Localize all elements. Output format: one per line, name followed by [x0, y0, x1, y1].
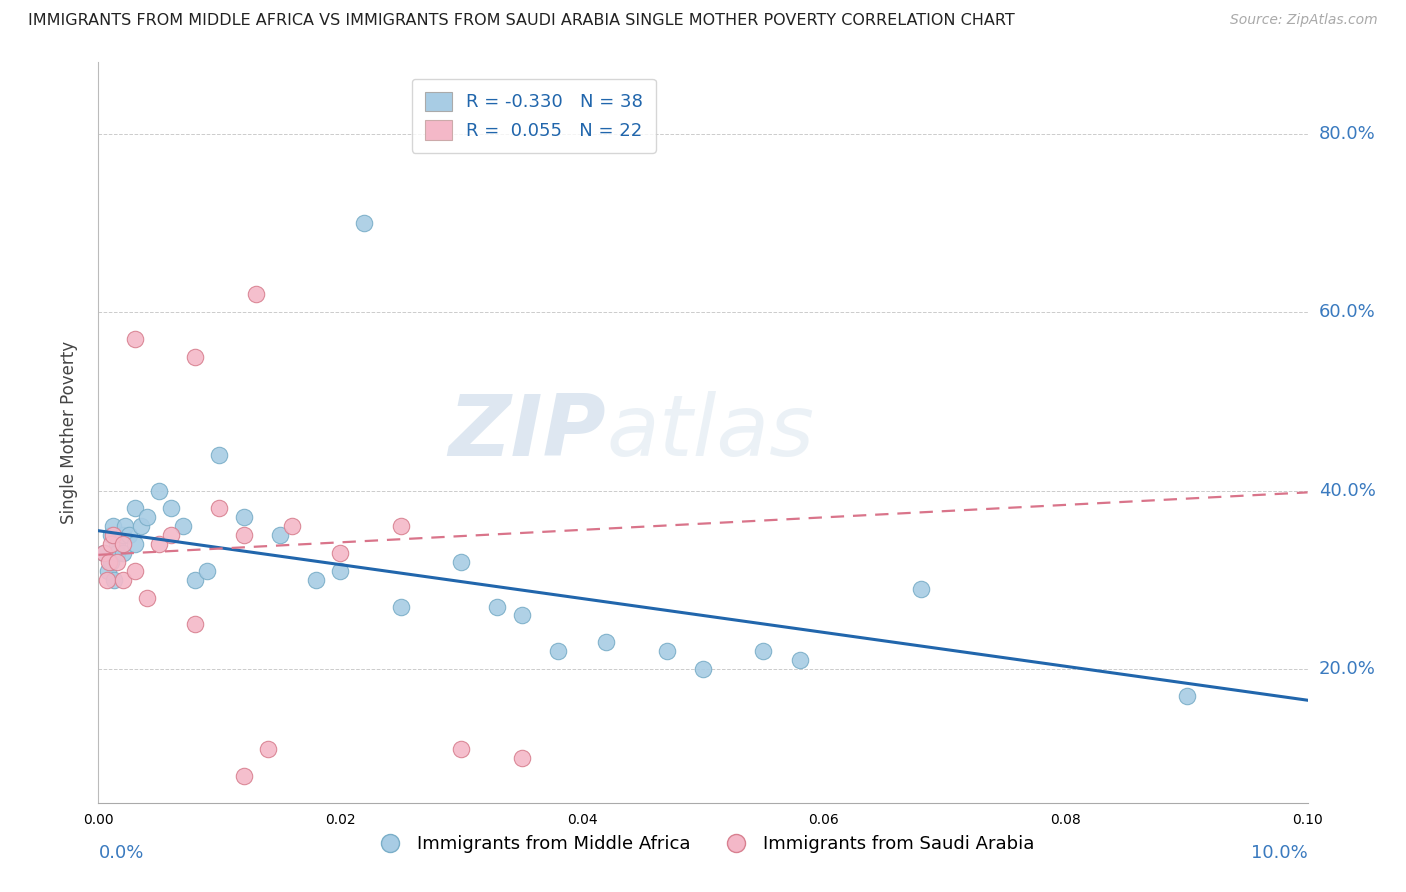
Point: [96, 573, 118, 587]
Point: [232, 510, 254, 524]
Point: [111, 546, 134, 560]
Text: IMMIGRANTS FROM MIDDLE AFRICA VS IMMIGRANTS FROM SAUDI ARABIA SINGLE MOTHER POVE: IMMIGRANTS FROM MIDDLE AFRICA VS IMMIGRA…: [28, 13, 1015, 29]
Point: [97, 564, 120, 578]
Point: [789, 653, 811, 667]
Point: [389, 519, 412, 533]
Point: [148, 483, 170, 498]
Point: [353, 216, 375, 230]
Point: [118, 528, 141, 542]
Text: 60.0%: 60.0%: [1319, 303, 1375, 321]
Point: [100, 537, 122, 551]
Text: Source: ZipAtlas.com: Source: ZipAtlas.com: [1230, 13, 1378, 28]
Text: 40.0%: 40.0%: [1319, 482, 1375, 500]
Point: [93, 546, 115, 560]
Point: [101, 528, 124, 542]
Point: [208, 501, 231, 516]
Point: [208, 448, 231, 462]
Point: [232, 528, 254, 542]
Point: [195, 564, 218, 578]
Point: [184, 617, 207, 632]
Point: [111, 573, 134, 587]
Point: [450, 742, 472, 756]
Point: [98, 555, 121, 569]
Text: 20.0%: 20.0%: [1319, 660, 1375, 678]
Point: [93, 546, 115, 560]
Point: [111, 528, 134, 542]
Point: [1175, 689, 1198, 703]
Point: [450, 555, 472, 569]
Point: [269, 528, 291, 542]
Point: [114, 519, 136, 533]
Point: [105, 537, 128, 551]
Point: [101, 519, 124, 533]
Point: [105, 555, 128, 569]
Point: [329, 564, 352, 578]
Point: [692, 662, 714, 676]
Text: 80.0%: 80.0%: [1319, 125, 1375, 143]
Point: [655, 644, 678, 658]
Point: [135, 510, 157, 524]
Text: 0.0%: 0.0%: [98, 845, 143, 863]
Point: [111, 537, 134, 551]
Point: [124, 501, 146, 516]
Point: [124, 564, 146, 578]
Point: [160, 501, 183, 516]
Text: ZIP: ZIP: [449, 391, 606, 475]
Point: [184, 573, 207, 587]
Point: [547, 644, 569, 658]
Point: [510, 751, 533, 765]
Point: [752, 644, 775, 658]
Y-axis label: Single Mother Poverty: Single Mother Poverty: [59, 341, 77, 524]
Point: [135, 591, 157, 605]
Point: [256, 742, 278, 756]
Point: [281, 519, 304, 533]
Point: [910, 582, 932, 596]
Point: [245, 287, 267, 301]
Point: [124, 537, 146, 551]
Text: atlas: atlas: [606, 391, 814, 475]
Point: [305, 573, 328, 587]
Point: [124, 332, 146, 346]
Legend: Immigrants from Middle Africa, Immigrants from Saudi Arabia: Immigrants from Middle Africa, Immigrant…: [364, 828, 1042, 861]
Point: [510, 608, 533, 623]
Point: [232, 769, 254, 783]
Point: [184, 350, 207, 364]
Point: [105, 546, 128, 560]
Point: [100, 555, 122, 569]
Point: [172, 519, 194, 533]
Point: [486, 599, 509, 614]
Text: 10.0%: 10.0%: [1251, 845, 1308, 863]
Point: [103, 573, 125, 587]
Point: [160, 528, 183, 542]
Point: [595, 635, 617, 649]
Point: [148, 537, 170, 551]
Point: [389, 599, 412, 614]
Point: [129, 519, 152, 533]
Point: [100, 528, 122, 542]
Point: [329, 546, 352, 560]
